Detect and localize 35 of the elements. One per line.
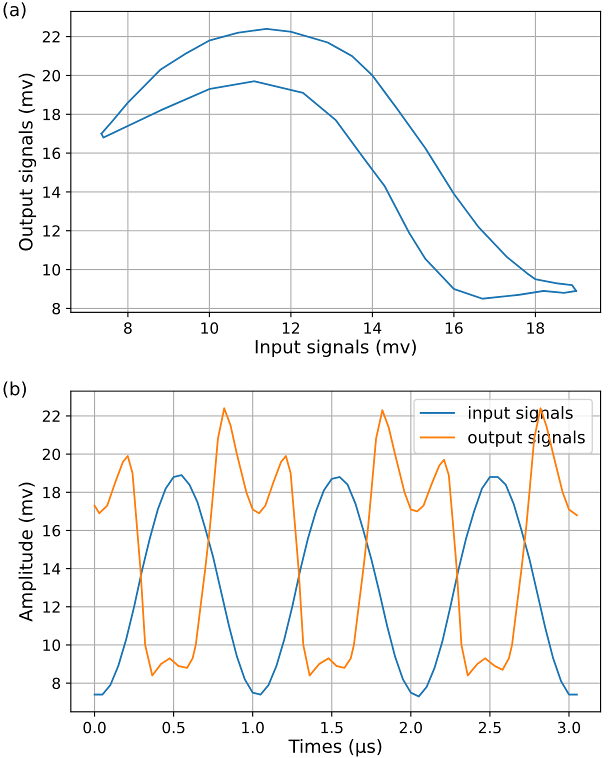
y-tick-label: 20 xyxy=(42,448,60,460)
x-tick-label: 3.0 xyxy=(558,722,580,734)
y-tick-label: 22 xyxy=(42,31,60,42)
y-tick-label: 8 xyxy=(52,302,60,314)
x-tick-label: 2.5 xyxy=(478,722,501,734)
x-tick-label: 2.0 xyxy=(400,722,422,734)
x-tick-label: 14 xyxy=(364,322,382,334)
y-tick-label: 18 xyxy=(43,108,60,120)
x-axis-title: Input signals (mv) xyxy=(256,340,416,358)
y-tick-label: 10 xyxy=(43,639,60,651)
y-tick-label: 14 xyxy=(43,563,60,574)
chart-title: (a) xyxy=(4,2,26,18)
y-tick-label: 12 xyxy=(43,601,60,613)
y-tick-label: 18 xyxy=(43,486,60,498)
y-tick-label: 14 xyxy=(43,186,60,198)
x-tick-label: 0.0 xyxy=(83,722,106,734)
y-tick-label: 10 xyxy=(43,264,60,276)
y-tick-label: 16 xyxy=(43,524,60,536)
x-tick-label: 10 xyxy=(201,322,218,334)
x-axis-title: Times (µs) xyxy=(288,739,382,757)
y-tick-label: 20 xyxy=(42,70,60,82)
y-axis-title: Output signals (mv) xyxy=(18,74,36,251)
x-tick-label: 18 xyxy=(527,322,544,334)
chart-title: (b) xyxy=(4,382,26,398)
x-tick-label: 1.0 xyxy=(242,722,264,734)
y-tick-label: 8 xyxy=(52,678,60,690)
y-tick-label: 22 xyxy=(42,410,60,422)
x-tick-label: 12 xyxy=(282,322,300,334)
x-tick-label: 1.5 xyxy=(321,722,343,734)
y-tick-label: 12 xyxy=(43,225,60,237)
y-tick-label: 16 xyxy=(43,148,60,160)
x-tick-label: 8 xyxy=(124,322,132,334)
x-tick-label: 0.5 xyxy=(162,722,184,734)
y-axis-title: Amplitude (mv) xyxy=(18,482,36,622)
x-tick-label: 16 xyxy=(446,322,463,334)
